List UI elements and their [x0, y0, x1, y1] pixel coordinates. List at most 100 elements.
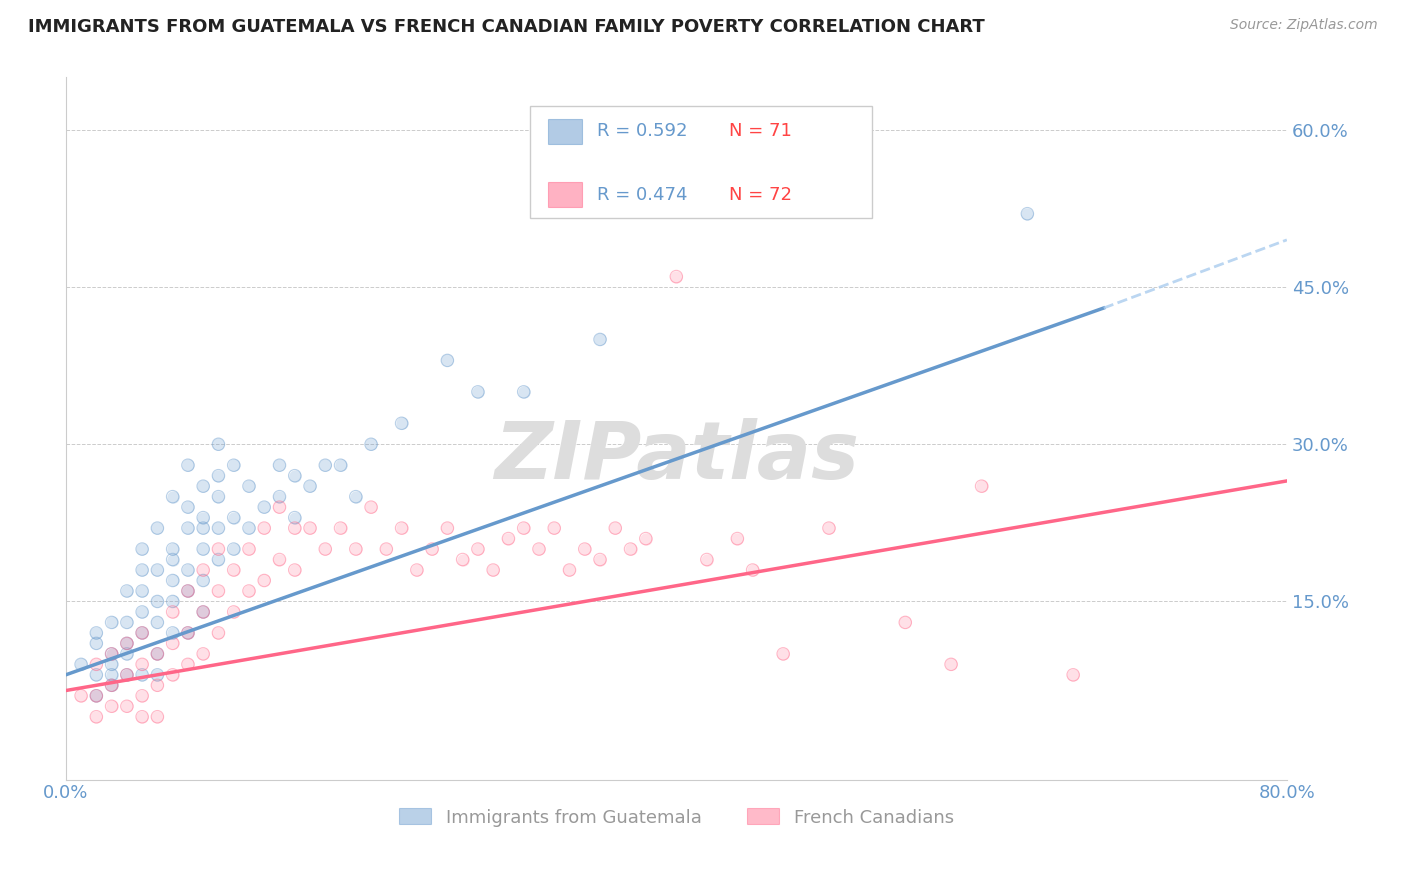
Point — [193, 563, 215, 577]
Point — [86, 689, 108, 703]
Point — [665, 269, 688, 284]
Point — [131, 626, 153, 640]
Point — [329, 458, 352, 473]
Point — [177, 657, 200, 672]
Point — [115, 615, 138, 630]
Point — [665, 269, 688, 284]
Point — [177, 584, 200, 599]
Point — [619, 542, 641, 557]
Point — [436, 521, 458, 535]
Point — [1062, 668, 1084, 682]
Point — [177, 500, 200, 515]
Point — [970, 479, 993, 493]
Point — [391, 521, 413, 535]
Point — [146, 710, 169, 724]
Point — [177, 626, 200, 640]
Point — [131, 605, 153, 619]
Point — [177, 584, 200, 599]
Point — [100, 657, 122, 672]
Point — [131, 626, 153, 640]
Point — [131, 710, 153, 724]
Point — [100, 668, 122, 682]
Point — [86, 657, 108, 672]
Point — [162, 574, 184, 588]
Point — [177, 626, 200, 640]
Point — [100, 647, 122, 661]
Point — [146, 668, 169, 682]
Point — [193, 605, 215, 619]
Point — [207, 490, 229, 504]
Point — [115, 668, 138, 682]
Point — [131, 563, 153, 577]
Point — [193, 542, 215, 557]
Point — [146, 647, 169, 661]
Point — [725, 532, 748, 546]
Point — [512, 521, 534, 535]
Point — [162, 594, 184, 608]
Point — [146, 668, 169, 682]
Point — [100, 615, 122, 630]
Point — [115, 699, 138, 714]
Point — [725, 532, 748, 546]
Point — [86, 689, 108, 703]
Point — [222, 458, 245, 473]
Point — [162, 605, 184, 619]
Point — [498, 532, 520, 546]
Point — [86, 657, 108, 672]
Point — [222, 510, 245, 524]
Point — [298, 479, 321, 493]
Point — [100, 678, 122, 692]
Point — [375, 542, 398, 557]
Point — [131, 710, 153, 724]
Point — [70, 689, 93, 703]
Point — [253, 521, 276, 535]
Point — [131, 657, 153, 672]
Point — [512, 384, 534, 399]
Point — [115, 647, 138, 661]
Point — [436, 521, 458, 535]
Point — [269, 500, 291, 515]
Point — [131, 605, 153, 619]
Point — [253, 500, 276, 515]
Point — [100, 647, 122, 661]
Point — [360, 437, 382, 451]
Point — [634, 532, 657, 546]
Point — [115, 615, 138, 630]
Point — [100, 678, 122, 692]
Point — [115, 584, 138, 599]
Point — [451, 552, 474, 566]
Point — [193, 521, 215, 535]
Point — [177, 626, 200, 640]
Point — [162, 626, 184, 640]
Point — [344, 542, 367, 557]
Point — [86, 710, 108, 724]
Point — [284, 521, 307, 535]
Point — [818, 521, 841, 535]
Point — [146, 710, 169, 724]
Point — [436, 353, 458, 368]
Point — [86, 668, 108, 682]
Point — [222, 542, 245, 557]
Point — [100, 657, 122, 672]
Point — [207, 542, 229, 557]
Point — [482, 563, 505, 577]
Point — [193, 605, 215, 619]
Point — [284, 510, 307, 524]
Point — [269, 490, 291, 504]
Point — [131, 689, 153, 703]
Point — [314, 458, 336, 473]
Point — [131, 626, 153, 640]
Point — [772, 647, 794, 661]
Point — [207, 468, 229, 483]
Point — [222, 605, 245, 619]
Point — [512, 384, 534, 399]
Point — [391, 417, 413, 431]
Point — [1062, 668, 1084, 682]
Point — [177, 521, 200, 535]
Point — [193, 510, 215, 524]
Bar — [548, 182, 582, 207]
Point — [269, 458, 291, 473]
Point — [558, 563, 581, 577]
Point — [344, 490, 367, 504]
Point — [193, 521, 215, 535]
